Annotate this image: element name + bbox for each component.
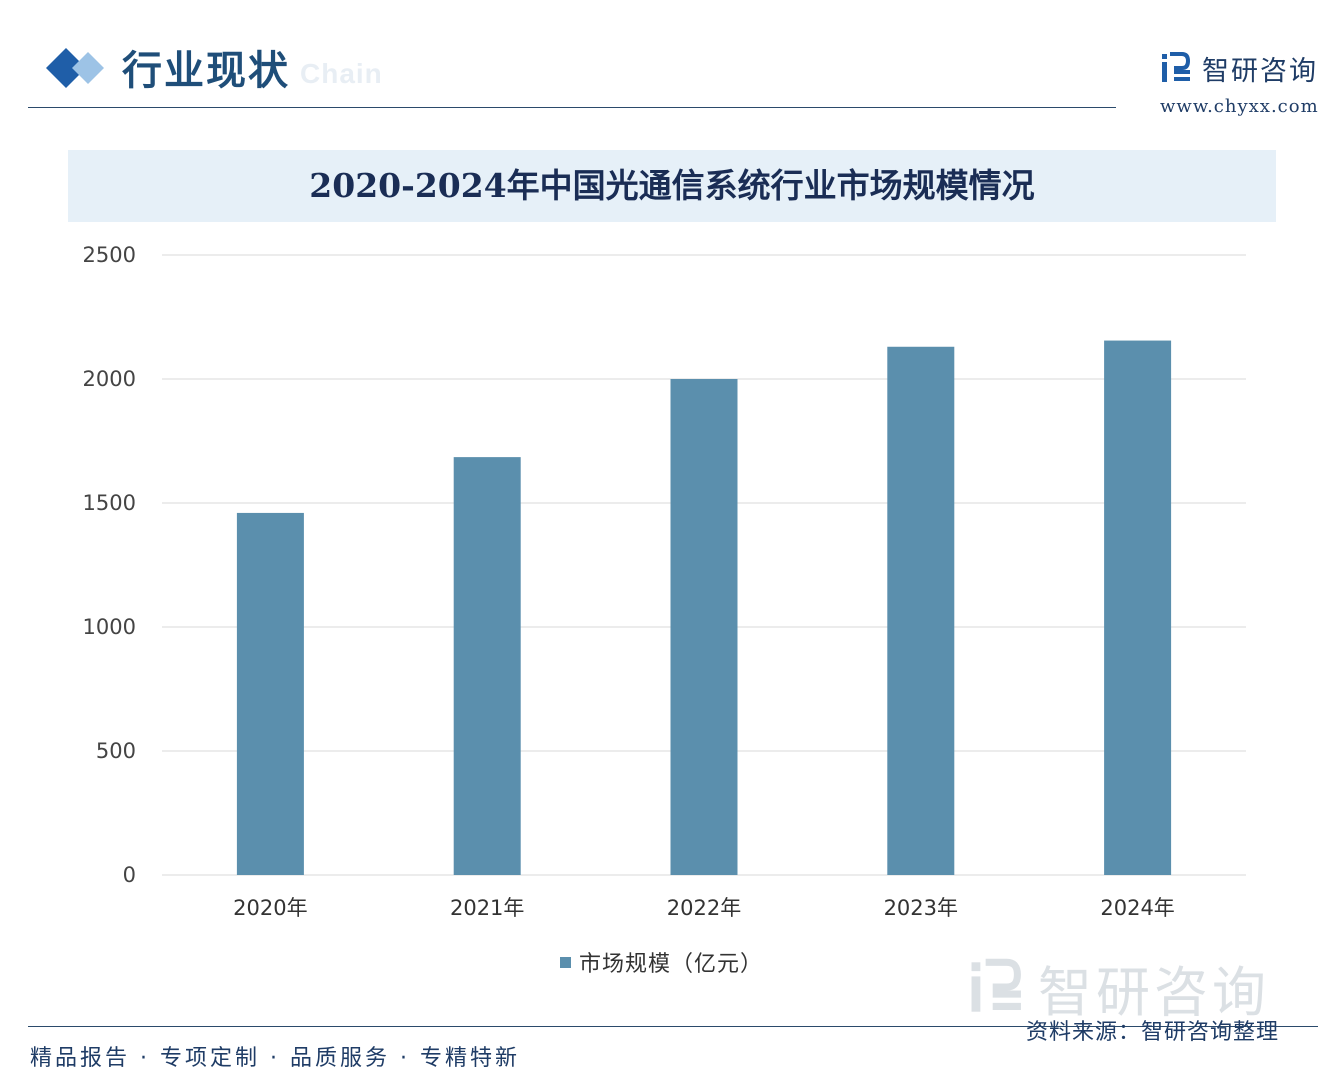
- footer-slogan: 精品报告 · 专项定制 · 品质服务 · 专精特新: [30, 1046, 520, 1071]
- x-tick-label: 2021年: [450, 896, 524, 920]
- x-tick-label: 2024年: [1100, 896, 1174, 920]
- diamond-icon: [46, 48, 104, 88]
- header: Chain 行业现状 智研咨询 www.chyxx.com: [0, 0, 1336, 120]
- x-tick-label: 2023年: [884, 896, 958, 920]
- site-url[interactable]: www.chyxx.com: [1160, 96, 1319, 117]
- ghost-watermark-text: Chain: [300, 58, 383, 89]
- watermark-logo-icon: [971, 958, 1021, 1012]
- bar-2021年: [453, 457, 521, 875]
- section-title: 行业现状: [122, 48, 290, 94]
- y-tick-label: 2500: [83, 243, 136, 267]
- legend-swatch: [560, 956, 571, 968]
- chart-title-band: [68, 150, 1276, 222]
- bar-2023年: [887, 346, 955, 875]
- company-logo: 智研咨询: [1160, 50, 1318, 87]
- x-tick-label: 2022年: [667, 896, 741, 920]
- bar-2022年: [670, 379, 738, 875]
- chart-title: 2020-2024年中国光通信系统行业市场规模情况: [309, 166, 1035, 205]
- y-tick-label: 0: [123, 863, 136, 887]
- y-tick-label: 1500: [83, 491, 136, 515]
- y-tick-label: 2000: [83, 367, 136, 391]
- y-tick-label: 1000: [83, 615, 136, 639]
- bar-2020年: [236, 512, 304, 875]
- brand-watermark: 智研咨询: [968, 952, 1270, 1024]
- watermark-text: 智研咨询: [1038, 960, 1270, 1024]
- footer-divider: [28, 1026, 1318, 1027]
- x-tick-label: 2020年: [233, 896, 307, 920]
- bar-2024年: [1104, 340, 1172, 875]
- logo-mark-icon: [1162, 52, 1191, 82]
- logo-text: 智研咨询: [1202, 55, 1318, 87]
- legend-label: 市场规模（亿元）: [579, 952, 764, 977]
- y-tick-label: 500: [96, 739, 136, 763]
- header-divider: [28, 107, 1116, 108]
- source-note: 资料来源：智研咨询整理: [1026, 1020, 1280, 1045]
- chart-legend: 市场规模（亿元）: [560, 944, 763, 980]
